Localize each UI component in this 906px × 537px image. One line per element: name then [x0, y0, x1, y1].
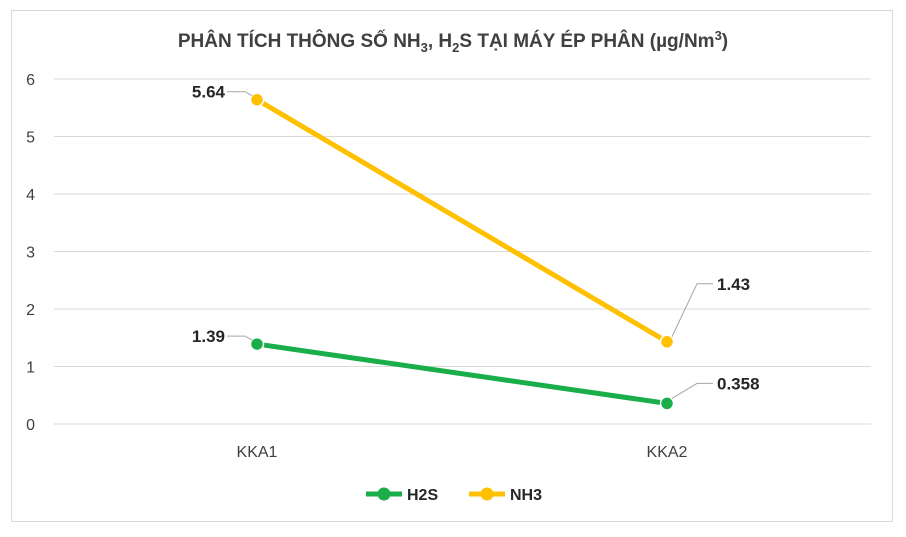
legend: H2S NH3	[366, 487, 542, 504]
legend-marker-nh3	[480, 487, 494, 501]
legend-label-nh3: NH3	[510, 487, 542, 504]
y-tick-label: 3	[26, 245, 35, 262]
y-tick-label: 5	[26, 130, 35, 147]
y-tick-label: 2	[26, 302, 35, 319]
data-point-h2s	[249, 336, 265, 352]
legend-marker-h2s	[377, 487, 391, 501]
x-tick-label: KKA1	[237, 444, 278, 461]
data-label-h2s: 1.39	[192, 327, 225, 346]
data-point-h2s	[659, 396, 675, 411]
data-label-nh3: 1.43	[717, 275, 750, 294]
chart-frame	[11, 10, 893, 522]
leader-line	[227, 335, 253, 341]
legend-label-h2s: H2S	[407, 487, 438, 504]
leader-line	[227, 91, 253, 97]
series-group	[249, 92, 675, 411]
y-tick-label: 6	[26, 72, 35, 89]
data-label-nh3: 5.64	[192, 83, 226, 102]
series-line-nh3	[254, 97, 670, 345]
data-labels: 1.39 0.358 5.64 1.43	[192, 83, 760, 399]
y-tick-label: 4	[26, 187, 35, 204]
x-axis: KKA1 KKA2	[237, 444, 688, 461]
gridlines	[54, 78, 871, 425]
y-axis: 0 1 2 3 4 5 6	[26, 72, 35, 434]
leader-line	[671, 382, 713, 399]
y-tick-label: 1	[26, 360, 35, 377]
series-line-h2s	[254, 341, 670, 406]
y-tick-label: 0	[26, 417, 35, 434]
chart-title: PHÂN TÍCH THÔNG SỐ NH3, H2S TẠI MÁY ÉP P…	[178, 28, 728, 55]
data-point-nh3	[249, 92, 265, 107]
leader-line	[671, 283, 713, 337]
x-tick-label: KKA2	[647, 444, 688, 461]
data-point-nh3	[659, 334, 675, 350]
data-label-h2s: 0.358	[717, 374, 760, 393]
